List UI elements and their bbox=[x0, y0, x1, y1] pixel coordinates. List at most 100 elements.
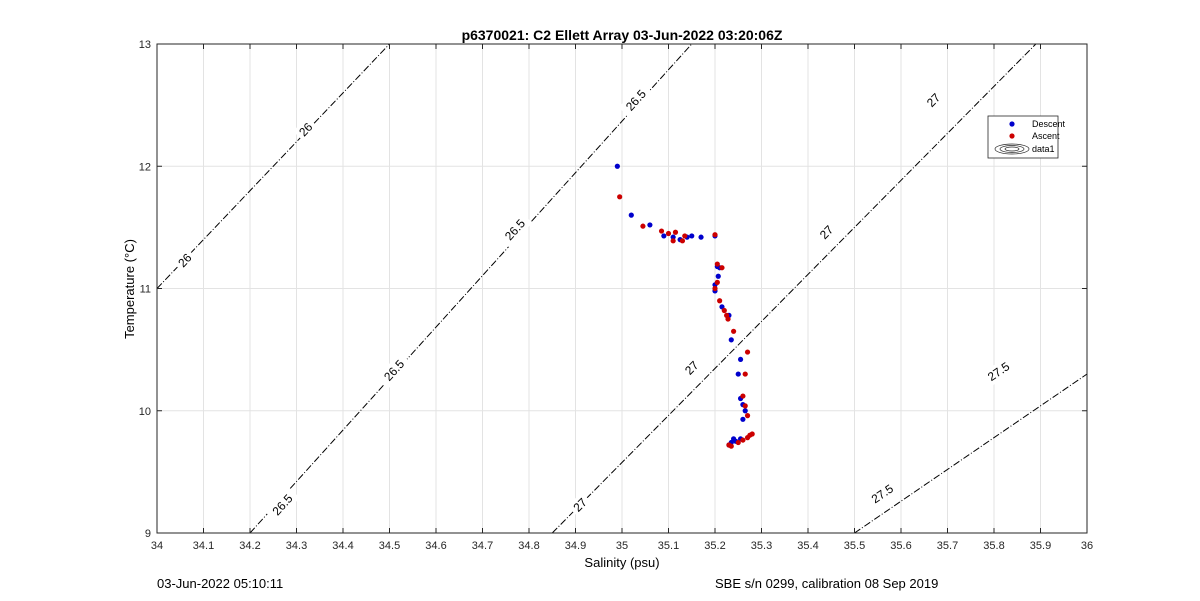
ascent-point bbox=[744, 349, 751, 355]
ascent-point bbox=[670, 238, 676, 244]
ascent-point bbox=[658, 228, 665, 234]
legend-data1-contour-icon bbox=[994, 143, 1030, 155]
y-tick-label: 12 bbox=[139, 161, 151, 173]
x-tick-label: 35.4 bbox=[797, 540, 818, 552]
contour-label-bg bbox=[679, 355, 705, 381]
contour-label-bg bbox=[265, 486, 300, 523]
contour-label-bg bbox=[376, 352, 412, 389]
y-tick-label: 10 bbox=[139, 406, 151, 418]
ascent-point bbox=[679, 238, 686, 244]
contour-label-bg bbox=[980, 355, 1018, 388]
contour-label-bg bbox=[863, 477, 901, 511]
ascent-point bbox=[728, 443, 734, 449]
ascent-point bbox=[721, 307, 727, 314]
ascent-point bbox=[712, 232, 718, 238]
x-tick-label: 35.2 bbox=[704, 540, 725, 552]
x-tick-label: 35.6 bbox=[890, 540, 911, 552]
series-ascent bbox=[617, 194, 755, 449]
contour-line-27.5 bbox=[854, 373, 1087, 533]
legend: Descent Ascent data1 bbox=[987, 115, 1066, 159]
ascent-point bbox=[740, 393, 746, 399]
ascent-point bbox=[665, 230, 672, 237]
ascent-point bbox=[714, 279, 720, 285]
descent-point bbox=[735, 371, 741, 377]
x-tick-label: 35.7 bbox=[937, 540, 958, 552]
ascent-point bbox=[742, 403, 748, 409]
legend-data1-label: data1 bbox=[1032, 144, 1055, 154]
x-tick-label: 35.5 bbox=[844, 540, 865, 552]
contour-label-bg bbox=[813, 219, 840, 246]
ascent-point bbox=[640, 223, 646, 229]
legend-data1-contour-icon bbox=[999, 145, 1025, 153]
x-tick-label: 34.4 bbox=[332, 540, 353, 552]
contour-line-26 bbox=[157, 44, 390, 289]
contour-label-bg bbox=[567, 492, 593, 518]
chart-title: p6370021: C2 Ellett Array 03-Jun-2022 03… bbox=[462, 27, 783, 43]
contour-label-bg bbox=[618, 82, 654, 119]
y-tick-label: 9 bbox=[145, 528, 151, 540]
descent-point bbox=[737, 356, 744, 363]
ascent-point bbox=[617, 194, 623, 200]
x-tick-label: 34.3 bbox=[286, 540, 307, 552]
ascent-point bbox=[749, 431, 755, 437]
x-tick-label: 35.8 bbox=[983, 540, 1004, 552]
x-axis-label: Salinity (psu) bbox=[584, 555, 659, 570]
footer-timestamp: 03-Jun-2022 05:10:11 bbox=[157, 576, 284, 591]
legend-data1-contour-icon bbox=[1004, 146, 1020, 152]
x-tick-label: 36 bbox=[1081, 540, 1093, 552]
ascent-point bbox=[740, 437, 746, 443]
grid-lines bbox=[156, 43, 1088, 534]
descent-point bbox=[614, 163, 620, 169]
contour-label-bg bbox=[920, 87, 947, 113]
y-tick-label: 11 bbox=[140, 284, 151, 296]
ascent-point bbox=[744, 413, 751, 419]
ascent-point bbox=[682, 233, 688, 239]
ascent-point bbox=[725, 316, 731, 322]
descent-point bbox=[661, 233, 667, 239]
ascent-point bbox=[742, 371, 748, 377]
descent-point bbox=[715, 273, 721, 279]
x-tick-label: 34.8 bbox=[518, 540, 539, 552]
x-tick-label: 35.3 bbox=[751, 540, 772, 552]
contour-line-26.5 bbox=[249, 44, 693, 533]
ascent-point bbox=[735, 439, 741, 446]
descent-point bbox=[647, 222, 653, 228]
x-tick-label: 35 bbox=[616, 540, 628, 552]
x-tick-label: 35.9 bbox=[1030, 540, 1051, 552]
descent-point bbox=[689, 233, 695, 239]
ascent-point bbox=[717, 298, 723, 304]
x-tick-label: 34.1 bbox=[193, 540, 214, 552]
x-tick-label: 34.2 bbox=[239, 540, 260, 552]
descent-point bbox=[698, 234, 704, 240]
descent-point bbox=[670, 234, 676, 240]
x-tick-label: 34.9 bbox=[565, 540, 586, 552]
ascent-point bbox=[714, 261, 720, 267]
contour-label-bg bbox=[497, 211, 533, 248]
legend-ascent-marker bbox=[1009, 133, 1015, 139]
descent-point bbox=[728, 337, 734, 343]
ascent-point bbox=[672, 229, 679, 235]
x-tick-label: 35.1 bbox=[658, 540, 679, 552]
contour-label-bg bbox=[293, 116, 319, 143]
descent-point bbox=[628, 212, 634, 218]
descent-point bbox=[742, 408, 748, 414]
y-tick-label: 13 bbox=[139, 39, 151, 51]
x-tick-label: 34.6 bbox=[425, 540, 446, 552]
descent-point bbox=[740, 416, 746, 422]
legend-descent-label: Descent bbox=[1032, 119, 1066, 129]
x-tick-label: 34.5 bbox=[379, 540, 400, 552]
x-tick-label: 34.7 bbox=[472, 540, 493, 552]
contour-line-27 bbox=[551, 44, 1037, 533]
ascent-point bbox=[731, 328, 737, 334]
x-tick-label: 34 bbox=[151, 540, 163, 552]
contour-label-bg bbox=[172, 247, 198, 274]
footer-calibration: SBE s/n 0299, calibration 08 Sep 2019 bbox=[715, 576, 939, 591]
legend-box bbox=[987, 115, 1059, 159]
legend-descent-marker bbox=[1009, 121, 1015, 127]
legend-ascent-label: Ascent bbox=[1032, 131, 1060, 141]
ascent-point bbox=[719, 265, 725, 271]
y-axis-label: Temperature (°C) bbox=[122, 239, 137, 339]
